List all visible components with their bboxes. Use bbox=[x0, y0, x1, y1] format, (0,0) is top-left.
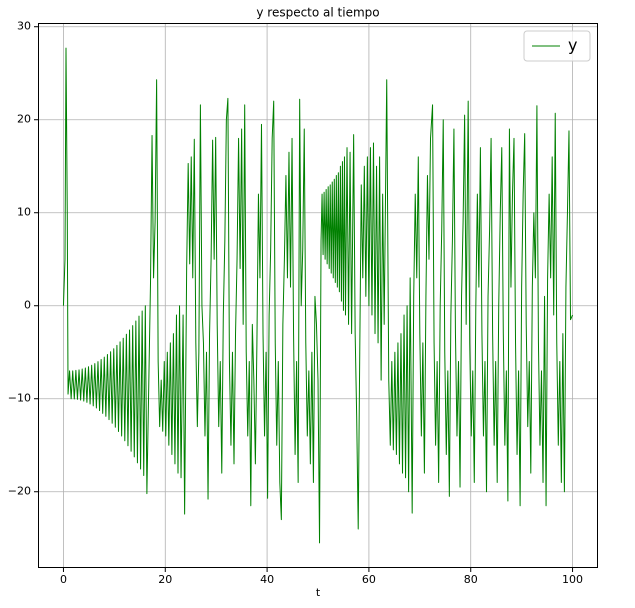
y-tick-label: −20 bbox=[8, 485, 31, 498]
y-tick-label: 20 bbox=[17, 113, 31, 126]
x-tick-label: 80 bbox=[464, 573, 478, 586]
x-tick-label: 40 bbox=[260, 573, 274, 586]
x-tick-label: 100 bbox=[562, 573, 583, 586]
grid bbox=[38, 23, 598, 568]
x-tick-label: 20 bbox=[158, 573, 172, 586]
plot-area bbox=[62, 47, 574, 544]
x-tick-label: 0 bbox=[60, 573, 67, 586]
y-tick-label: −10 bbox=[8, 392, 31, 405]
data-line bbox=[62, 47, 574, 544]
y-tick-label: 10 bbox=[17, 206, 31, 219]
legend-label: y bbox=[568, 36, 577, 55]
legend: y bbox=[523, 30, 591, 62]
chart-title: y respecto al tiempo bbox=[256, 6, 379, 20]
x-tick-label: 60 bbox=[362, 573, 376, 586]
y-tick-label: 30 bbox=[17, 20, 31, 33]
plot-frame bbox=[38, 23, 598, 568]
x-axis-label: t bbox=[316, 586, 321, 599]
y-tick-label: 0 bbox=[24, 299, 31, 312]
